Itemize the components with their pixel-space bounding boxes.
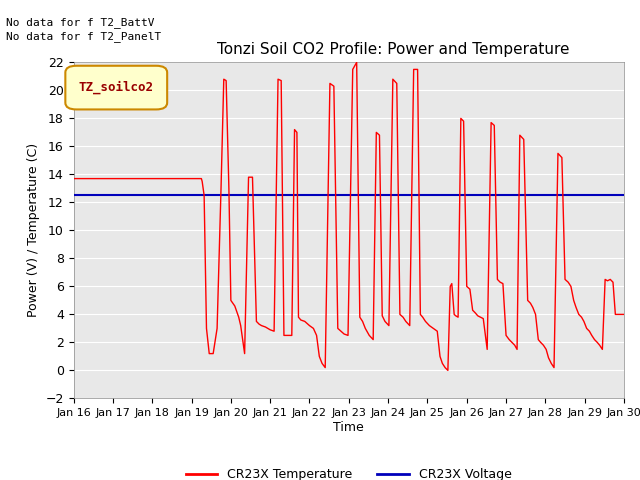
Title: Tonzi Soil CO2 Profile: Power and Temperature: Tonzi Soil CO2 Profile: Power and Temper… <box>216 42 569 57</box>
Text: TZ_soilco2: TZ_soilco2 <box>79 81 154 94</box>
X-axis label: Time: Time <box>333 421 364 434</box>
FancyBboxPatch shape <box>65 66 167 109</box>
Text: No data for f T2_BattV: No data for f T2_BattV <box>6 17 155 28</box>
Text: No data for f T2_PanelT: No data for f T2_PanelT <box>6 31 162 42</box>
Y-axis label: Power (V) / Temperature (C): Power (V) / Temperature (C) <box>27 144 40 317</box>
Legend: CR23X Temperature, CR23X Voltage: CR23X Temperature, CR23X Voltage <box>181 463 516 480</box>
